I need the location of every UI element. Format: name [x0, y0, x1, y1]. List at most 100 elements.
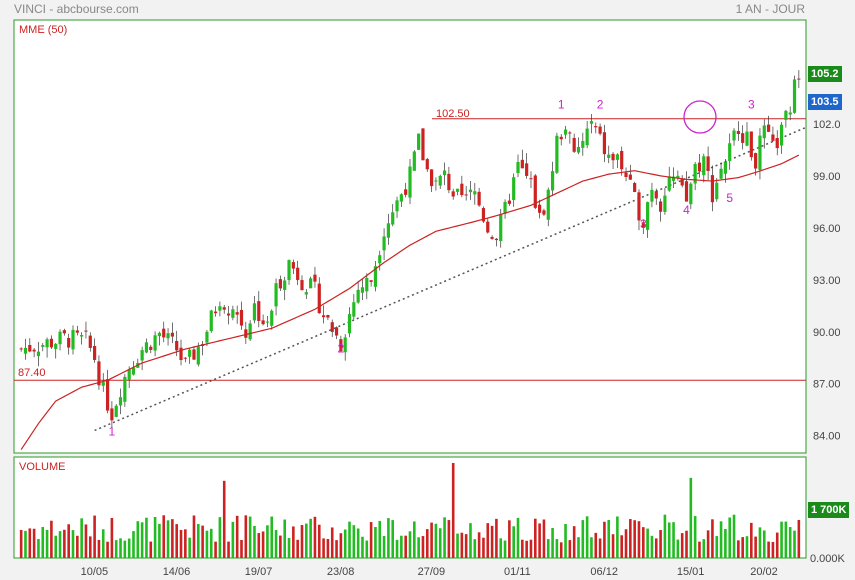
volume-bar	[780, 521, 783, 558]
x-tick-label: 01/11	[504, 566, 531, 578]
candle-body	[93, 346, 97, 360]
y-tick-label: 96.00	[813, 223, 841, 235]
volume-bar	[793, 530, 796, 558]
candle-body	[520, 159, 524, 169]
candle-body	[283, 280, 287, 290]
volume-bar	[348, 521, 351, 558]
candle-body	[226, 313, 231, 316]
volume-bar	[421, 536, 425, 558]
volume-bar	[391, 520, 395, 558]
volume-bar	[196, 523, 200, 558]
volume-bar	[24, 530, 27, 558]
candle-body	[382, 236, 386, 251]
candle-body	[265, 321, 270, 323]
volume-bar	[538, 523, 541, 558]
candle-body	[797, 78, 801, 80]
candle-body	[719, 168, 723, 179]
candle-body	[166, 333, 170, 339]
volume-bar	[775, 532, 779, 558]
volume-bar	[624, 529, 628, 558]
candle-body	[291, 262, 295, 269]
volume-bar	[71, 530, 75, 558]
candle-body	[576, 146, 581, 153]
volume-bar	[404, 535, 407, 558]
volume-bar	[88, 536, 92, 558]
candle-body	[555, 135, 559, 173]
volume-bar	[37, 539, 40, 558]
volume-bar	[555, 539, 559, 558]
volume-bar	[374, 526, 377, 558]
candle-body	[378, 255, 382, 264]
candle-body	[334, 327, 339, 336]
candle-body	[45, 339, 49, 348]
x-tick-label: 27/09	[418, 566, 446, 578]
trend-line	[94, 126, 807, 432]
volume-bar	[261, 531, 265, 558]
volume-bar	[508, 520, 511, 558]
candle-body	[689, 183, 693, 205]
candle-body	[438, 175, 442, 186]
candle-body	[62, 330, 66, 334]
candle-body	[196, 346, 200, 365]
candle-body	[680, 178, 684, 186]
volume-bar	[218, 517, 222, 558]
candle-body	[360, 287, 365, 293]
volume-bar	[598, 538, 602, 558]
candle-body	[75, 330, 79, 333]
candle-body	[481, 208, 486, 222]
candle-body	[641, 222, 645, 228]
candle-body	[762, 125, 766, 139]
volume-bar	[248, 516, 252, 558]
volume-bar	[456, 533, 459, 558]
volume-bar	[201, 525, 204, 558]
volume-bar	[529, 539, 533, 558]
candle-body	[434, 180, 438, 182]
candle-body	[317, 283, 321, 314]
candle-body	[339, 339, 343, 352]
volume-bar	[564, 523, 567, 558]
volume-bar	[387, 518, 390, 558]
volume-bar	[711, 519, 714, 558]
candle-body	[153, 335, 157, 351]
candle-body	[192, 349, 196, 360]
volume-bar	[572, 526, 576, 558]
y-tick-label: 87.00	[813, 379, 841, 391]
candle-body	[494, 238, 499, 241]
volume-bar	[715, 536, 719, 558]
candle-body	[430, 169, 434, 187]
candle-body	[516, 161, 520, 173]
volume-bar	[240, 539, 243, 558]
candle-body	[658, 201, 663, 212]
candle-body	[503, 201, 507, 214]
volume-bar	[253, 525, 256, 558]
volume-bar	[754, 536, 757, 558]
volume-bar	[76, 535, 79, 558]
volume-bar	[395, 539, 399, 558]
volume-bar	[54, 535, 58, 558]
volume-bar	[309, 518, 312, 558]
candle-body	[512, 177, 516, 201]
candle-body	[784, 110, 788, 120]
candle-body	[447, 173, 451, 191]
last-volume-tag: 1 700K	[808, 502, 850, 518]
candle-body	[602, 132, 607, 155]
candle-body	[222, 307, 226, 310]
volume-bar	[551, 527, 554, 558]
volume-bar	[685, 530, 688, 558]
volume-bar	[58, 531, 62, 558]
candle-body	[533, 175, 537, 208]
breakout-circle	[683, 100, 717, 134]
candle-body	[313, 274, 317, 282]
pattern-annotation: 3	[640, 217, 647, 231]
candle-body	[296, 267, 300, 280]
candle-body	[170, 332, 174, 337]
volume-bar	[542, 519, 546, 558]
volume-bar	[473, 539, 477, 558]
candle-body	[451, 191, 455, 197]
volume-bar	[184, 529, 187, 558]
candle-body	[633, 183, 637, 192]
candle-body	[650, 189, 654, 202]
candle-body	[529, 178, 533, 180]
candle-body	[455, 188, 460, 192]
volume-bar	[525, 540, 528, 558]
